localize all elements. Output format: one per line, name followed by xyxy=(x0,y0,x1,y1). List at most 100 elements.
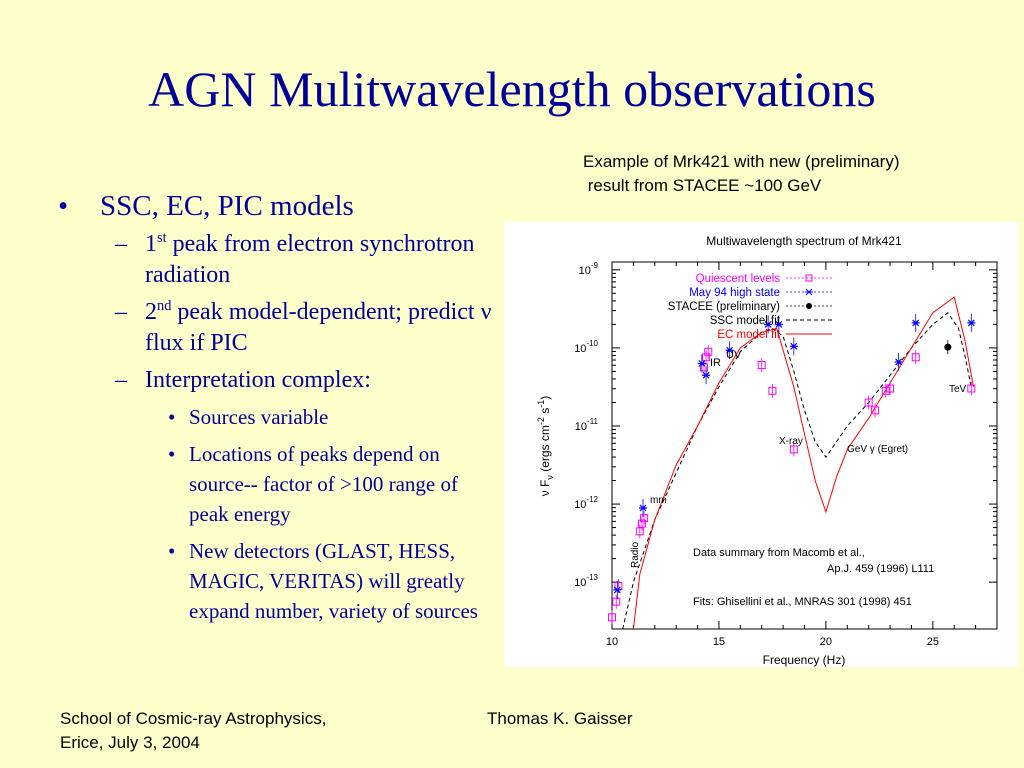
sub-bullet-number: 2 xyxy=(145,299,157,325)
y-label-s: s xyxy=(538,408,552,417)
quiescent-point xyxy=(871,406,880,415)
bullet-item: • SSC, EC, PIC models xyxy=(58,190,498,223)
dash-marker: – xyxy=(115,367,127,393)
legend-marker-asterisk xyxy=(805,288,813,296)
high-state-point xyxy=(764,321,773,328)
high-state-point xyxy=(639,504,648,512)
ssc-model-curve xyxy=(622,312,972,630)
quiescent-point xyxy=(967,384,976,393)
x-tick-label: 10 xyxy=(606,636,618,648)
x-tick-label: 25 xyxy=(927,636,939,648)
bullet-marker: • xyxy=(168,442,176,466)
annotation-summary-2: Ap.J. 459 (1996) L111 xyxy=(827,563,934,575)
caption-line-2: result from STACEE ~100 GeV xyxy=(583,176,822,195)
annotation-fits: Fits: Ghisellini et al., MNRAS 301 (1998… xyxy=(693,596,912,608)
caption-line-1: Example of Mrk421 with new (preliminary) xyxy=(583,152,900,171)
x-axis-label: Frequency (Hz) xyxy=(763,653,846,667)
annotation-radio: Radio xyxy=(630,541,641,568)
high-state-point xyxy=(613,586,622,594)
annotation-tev: TeV xyxy=(949,384,967,395)
annotation-gev: GeV γ (Egret) xyxy=(847,444,908,455)
quiescent-point xyxy=(612,597,621,606)
y-axis-label: ν Fν (ergs cm-2 s-1) xyxy=(536,396,555,497)
quiescent-point xyxy=(886,384,895,393)
y-label-mid: (ergs cm xyxy=(538,425,552,475)
annotation-xray: X-ray xyxy=(779,436,803,447)
quiescent-point xyxy=(608,613,616,622)
model-curves xyxy=(622,296,974,630)
quiescent-point xyxy=(635,527,644,536)
spectrum-chart: Multiwavelength spectrum of Mrk421 10-13… xyxy=(504,222,1019,667)
quiescent-point xyxy=(757,361,766,370)
bullet-marker: • xyxy=(168,405,176,429)
legend-marker-square xyxy=(805,274,813,282)
bullet-marker: • xyxy=(58,190,69,222)
annotation-mm: mm xyxy=(650,495,667,506)
data-points xyxy=(608,313,976,625)
high-state-point xyxy=(789,342,798,350)
y-label-sup2: -1 xyxy=(536,400,546,408)
sub-bullet-number: 1 xyxy=(145,231,157,257)
legend-label: Quiescent levels xyxy=(696,273,781,285)
chart-svg: Multiwavelength spectrum of Mrk421 10-13… xyxy=(536,234,998,667)
x-tick-label: 15 xyxy=(713,636,725,648)
quiescent-point xyxy=(911,353,920,362)
y-label-sub: ν xyxy=(545,475,555,480)
annotation-ir: IR xyxy=(710,357,721,369)
legend-label: EC model fit xyxy=(717,329,780,341)
quiescent-point xyxy=(704,347,713,356)
high-state-point xyxy=(911,319,920,327)
annotation-uv: UV xyxy=(726,349,742,361)
y-tick-label: 10-10 xyxy=(574,339,598,355)
sub-sub-bullet-text: New detectors (GLAST, HESS, MAGIC, VERIT… xyxy=(189,539,478,623)
sub-bullet-text: peak from electron synchrotron radiation xyxy=(145,231,475,288)
sub-sub-bullet-item: • Locations of peaks depend on source-- … xyxy=(58,439,498,529)
quiescent-point xyxy=(881,386,890,395)
y-label-nu: ν F xyxy=(538,480,552,497)
annotation-summary-1: Data summary from Macomb et al., xyxy=(693,547,865,559)
chart-caption: Example of Mrk421 with new (preliminary)… xyxy=(583,150,1023,198)
legend-label: STACEE (preliminary) xyxy=(668,301,780,313)
sub-sub-bullet-item: • Sources variable xyxy=(58,402,498,432)
y-label-sup1: -2 xyxy=(536,417,546,425)
high-state-point xyxy=(702,371,711,379)
dash-marker: – xyxy=(115,299,127,325)
ordinal-suffix: st xyxy=(157,230,167,246)
stacee-point xyxy=(944,343,952,351)
bullet-text: SSC, EC, PIC models xyxy=(100,190,354,222)
plot-frame xyxy=(611,261,998,630)
sub-sub-bullet-text: Sources variable xyxy=(189,405,329,429)
high-state-point xyxy=(697,360,706,367)
footer-author: Thomas K. Gaisser xyxy=(487,709,633,728)
x-tick-labels: 10 15 20 25 xyxy=(606,636,939,648)
dash-marker: – xyxy=(115,231,127,257)
chart-legend: Quiescent levels May 94 high state STACEE … xyxy=(668,273,832,341)
footer-venue-line-2: Erice, July 3, 2004 xyxy=(60,733,200,752)
slide-title: AGN Mulitwavelength observations xyxy=(148,61,876,117)
high-state-point xyxy=(725,346,734,354)
quiescent-point xyxy=(864,398,873,407)
x-tick-label: 20 xyxy=(820,636,832,648)
y-tick-labels: 10-13 10-12 10-11 10-10 10-9 xyxy=(574,261,598,589)
high-state-point xyxy=(774,321,783,328)
quiescent-point xyxy=(640,514,649,523)
sub-bullet-text: peak model-dependent; predict ν flux if … xyxy=(145,299,492,356)
legend-marker-dot xyxy=(806,303,812,309)
quiescent-point xyxy=(789,445,798,454)
y-tick-label: 10-9 xyxy=(579,261,599,277)
footer-venue: School of Cosmic-ray Astrophysics, Erice… xyxy=(60,707,326,755)
bullet-list: • SSC, EC, PIC models – 1st peak from el… xyxy=(58,190,498,633)
sub-sub-bullet-text: Locations of peaks depend on source-- fa… xyxy=(189,442,458,526)
sub-bullet-text: Interpretation complex: xyxy=(145,367,371,393)
sub-bullet-item: – 2nd peak model-dependent; predict ν fl… xyxy=(58,297,498,359)
axis-ticks xyxy=(611,262,998,629)
bullet-marker: • xyxy=(168,539,176,563)
y-tick-label: 10-13 xyxy=(574,573,598,589)
y-tick-label: 10-12 xyxy=(574,495,598,511)
legend-label: May 94 high state xyxy=(689,287,780,299)
chart-title: Multiwavelength spectrum of Mrk421 xyxy=(706,234,902,248)
legend-label: SSC model fit xyxy=(710,315,781,327)
ec-model-curve xyxy=(632,296,974,630)
y-label-end: ) xyxy=(538,396,552,400)
ordinal-suffix: nd xyxy=(157,298,172,314)
